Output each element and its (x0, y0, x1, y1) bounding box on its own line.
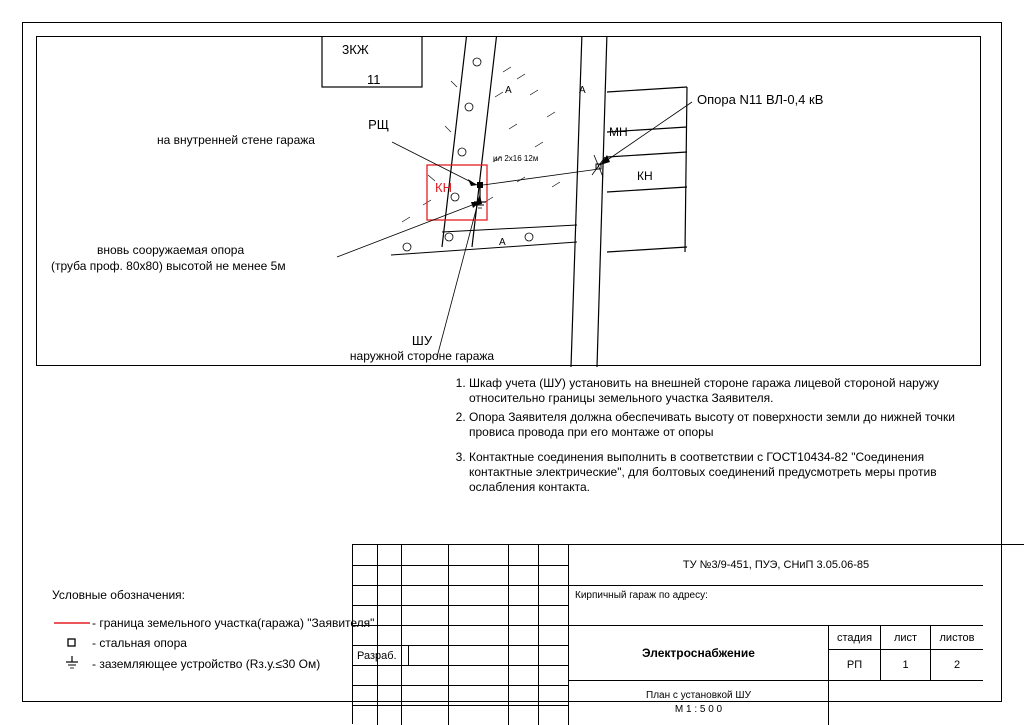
val-listov: 2 (930, 649, 983, 680)
opora-label: Опора N11 ВЛ-0,4 кВ (697, 92, 823, 107)
legend-boundary-symbol (52, 619, 92, 627)
mn-label: МН (609, 125, 628, 139)
legend-title: Условные обозначения: (52, 588, 374, 602)
kn-label-right: КН (637, 169, 653, 183)
note-2: Опора Заявителя должна обеспечивать высо… (469, 410, 985, 440)
legend-ground-symbol (52, 656, 92, 672)
legend-row-ground: - заземляющее устройство (Rз.у.≤30 Ом) (52, 656, 374, 672)
project-title: Электроснабжение (568, 625, 828, 680)
rsh-line2: на внутренней стене гаража (157, 133, 315, 147)
a-label-1: А (505, 85, 512, 96)
col-listov: листов (930, 625, 983, 649)
kn-label-red: КН (435, 180, 452, 195)
legend: Условные обозначения: - граница земельно… (52, 588, 374, 678)
legend-pole-text: - стальная опора (92, 636, 187, 650)
legend-row-pole: - стальная опора (52, 636, 374, 650)
val-stadiya: РП (828, 649, 880, 680)
legend-boundary-text: - граница земельного участка(гаража) "За… (92, 616, 374, 630)
new-pole-line1: вновь сооружаемая опора (97, 243, 244, 257)
site-plan: 3КЖ 11 РЩ на внутренней стене гаража Опо… (36, 36, 981, 366)
val-list: 1 (880, 649, 930, 680)
address-text: Кирпичный гараж по адресу: (568, 585, 983, 625)
legend-row-boundary: - граница земельного участка(гаража) "За… (52, 616, 374, 630)
legend-ground-text: - заземляющее устройство (Rз.у.≤30 Ом) (92, 657, 320, 671)
building-number: 11 (367, 72, 381, 87)
rsh-line1: РЩ (229, 117, 389, 132)
new-pole-line2: (труба проф. 80х80) высотой не менее 5м (51, 259, 286, 273)
shu-line1: ШУ (307, 333, 537, 348)
notes-block: Шкаф учета (ШУ) установить на внешней ст… (445, 376, 985, 499)
a-label-3: А (499, 237, 506, 248)
col-stadiya: стадия (828, 625, 880, 649)
plan-title-l1: План с установкой ШУ (646, 689, 751, 703)
shu-line2: наружной стороне гаража (307, 349, 537, 363)
note-1: Шкаф учета (ШУ) установить на внешней ст… (469, 376, 985, 406)
plan-title-l2: М 1 : 5 0 0 (675, 703, 722, 717)
cable-label: ил 2х16 12м (493, 154, 538, 163)
building-label: 3КЖ (342, 42, 369, 57)
a-label-2: А (579, 85, 586, 96)
note-3: Контактные соединения выполнить в соотве… (469, 450, 985, 495)
razrab-label: Разраб. (353, 645, 408, 665)
legend-pole-symbol (52, 637, 92, 649)
title-block: Разраб. ТУ №3/9-451, ПУЭ, СНиП 3.05.06-8… (352, 544, 1024, 724)
tu-text: ТУ №3/9-451, ПУЭ, СНиП 3.05.06-85 (568, 545, 983, 585)
col-list: лист (880, 625, 930, 649)
